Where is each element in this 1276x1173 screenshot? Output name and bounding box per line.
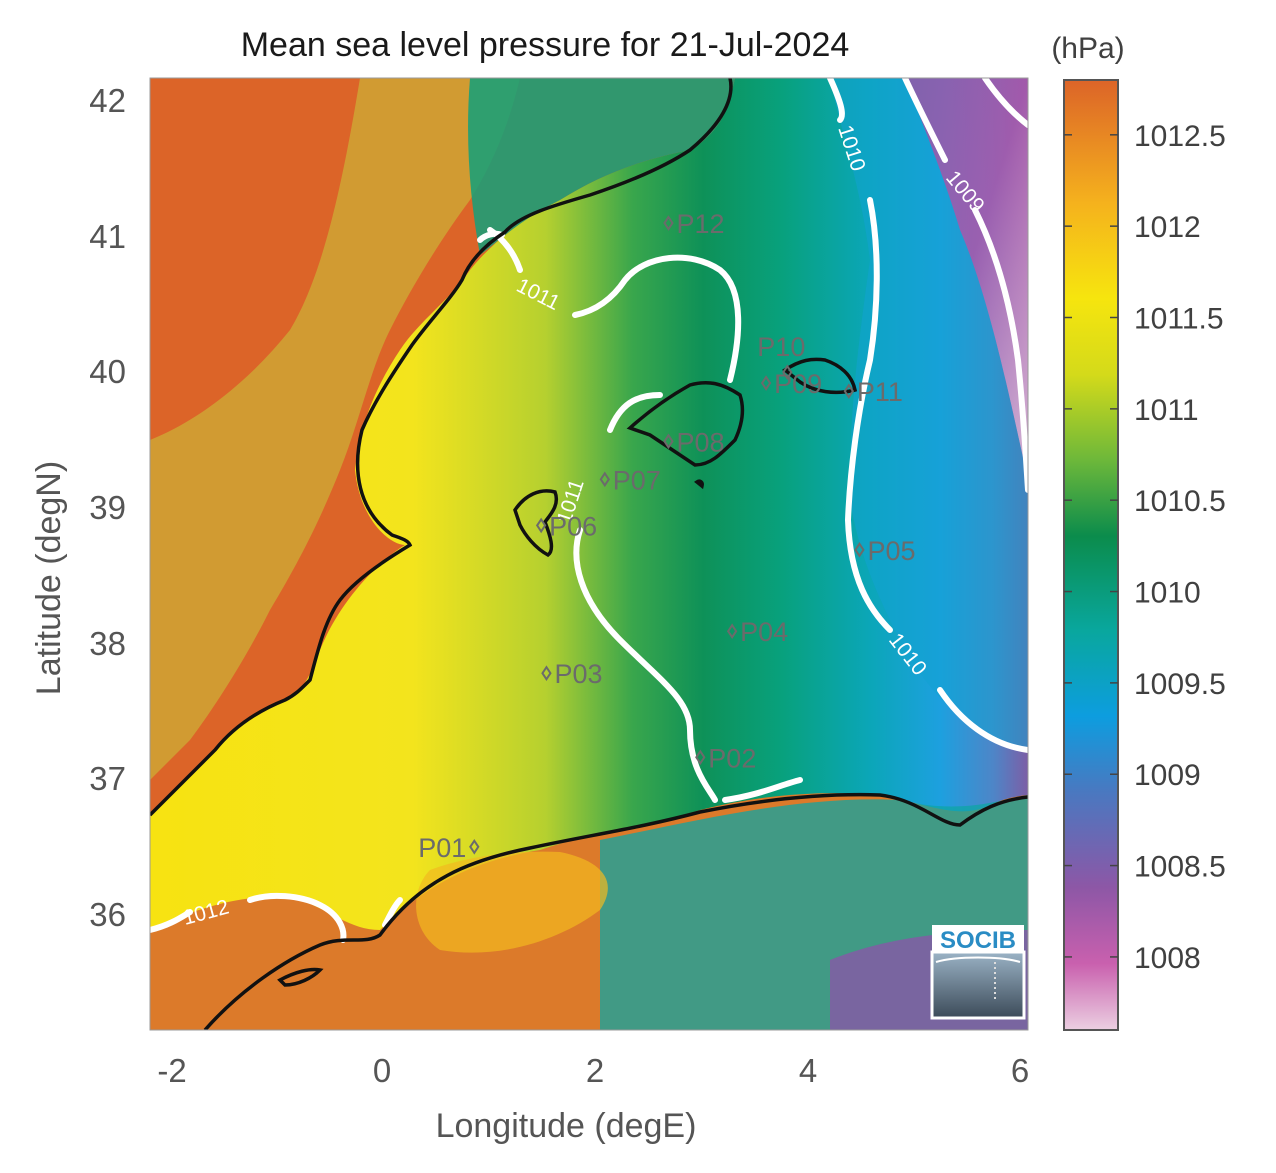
station-p09: P09 (760, 369, 822, 399)
station-marker (760, 375, 772, 391)
station-p02: P02 (695, 743, 756, 773)
station-marker (854, 542, 865, 558)
colorbar-tick-label: 1011.5 (1134, 303, 1224, 336)
station-label: P06 (549, 511, 597, 541)
station-p04: P04 (726, 617, 788, 647)
y-tick-label: 40 (89, 353, 126, 390)
station-p08: P08 (663, 427, 725, 457)
coastline (150, 78, 1028, 1030)
station-marker (726, 623, 738, 639)
station-label: P04 (740, 617, 788, 647)
plot-frame (149, 77, 1029, 1031)
station-p10: P10 (757, 332, 805, 381)
menorca (782, 357, 858, 395)
x-tick-label: 0 (373, 1052, 391, 1089)
station-marker (599, 471, 611, 488)
station-label: P02 (708, 743, 756, 773)
colorbar: (hPa) 1012.5 1012 1011.5 1011 1010.5 1010 1009… (1051, 32, 1226, 1031)
x-tick-label: 4 (799, 1052, 817, 1089)
colorbar-tick-label: 1012 (1134, 211, 1201, 244)
y-tick-label: 42 (89, 82, 126, 119)
y-tick-label: 39 (89, 489, 126, 526)
station-marker (843, 383, 855, 399)
ibiza (513, 489, 558, 558)
station-p05: P05 (854, 536, 915, 566)
x-axis-label: Longitude (degE) (436, 1107, 697, 1145)
station-marker (695, 749, 706, 766)
station-marker (663, 215, 674, 231)
y-tick-label: 38 (89, 625, 126, 662)
station-p03: P03 (541, 659, 603, 689)
x-tick-label: 2 (586, 1052, 604, 1089)
station-label: P07 (613, 465, 661, 495)
y-ticks: 42 41 40 39 38 37 36 (89, 82, 126, 933)
station-label: P05 (867, 536, 915, 566)
colorbar-tick-label: 1010.5 (1134, 485, 1226, 518)
colorbar-tick-label: 1011 (1134, 394, 1199, 427)
x-ticks: -2 0 2 4 6 (157, 1052, 1029, 1089)
y-tick-label: 36 (89, 896, 126, 933)
station-label: P11 (857, 377, 903, 407)
station-p06: P06 (535, 511, 597, 541)
station-label: P12 (676, 209, 724, 239)
station-p12: P12 (663, 209, 725, 239)
chart-title: Mean sea level pressure for 21-Jul-2024 (241, 26, 850, 64)
station-marker (469, 838, 480, 855)
colorbar-units: (hPa) (1051, 32, 1124, 65)
colorbar-tick-label: 1010 (1134, 577, 1201, 610)
station-label: P10 (757, 332, 805, 362)
station-label: P01 (418, 833, 466, 863)
y-tick-label: 37 (89, 760, 126, 797)
socib-logo: SOCIB (930, 925, 1026, 1020)
colorbar-tick-label: 1012.5 (1134, 120, 1226, 153)
station-label: P09 (774, 369, 822, 399)
stations-layer: P01 P02 P03 P04 P05 P06 P07 P08 P09 P10 P11 P12 (418, 209, 915, 863)
x-tick-label: 6 (1011, 1052, 1029, 1089)
station-label: P08 (676, 427, 724, 457)
station-p07: P07 (599, 465, 661, 495)
x-tick-label: -2 (157, 1052, 186, 1089)
colorbar-tick-label: 1009.5 (1134, 668, 1226, 701)
iberia-land (150, 78, 735, 815)
y-axis-label: Latitude (degN) (30, 461, 68, 695)
station-marker (541, 665, 552, 682)
pressure-field (150, 78, 1028, 1030)
colorbar-tick-label: 1008.5 (1134, 851, 1226, 884)
mallorca (626, 381, 745, 467)
isobars (150, 78, 1028, 943)
y-tick-label: 41 (89, 218, 126, 255)
colorbar-tick-label: 1008 (1134, 942, 1201, 975)
station-p11: P11 (843, 377, 903, 407)
station-label: P03 (554, 659, 602, 689)
station-marker (663, 433, 674, 450)
station-marker (782, 364, 793, 381)
colorbar-tick-label: 1009 (1134, 759, 1201, 792)
socib-logo-text: SOCIB (940, 927, 1016, 954)
colorbar-ticks: 1012.5 1012 1011.5 1011 1010.5 1010 1009.5 1009… (1064, 120, 1226, 975)
station-marker (535, 517, 547, 534)
station-p01: P01 (418, 833, 480, 863)
